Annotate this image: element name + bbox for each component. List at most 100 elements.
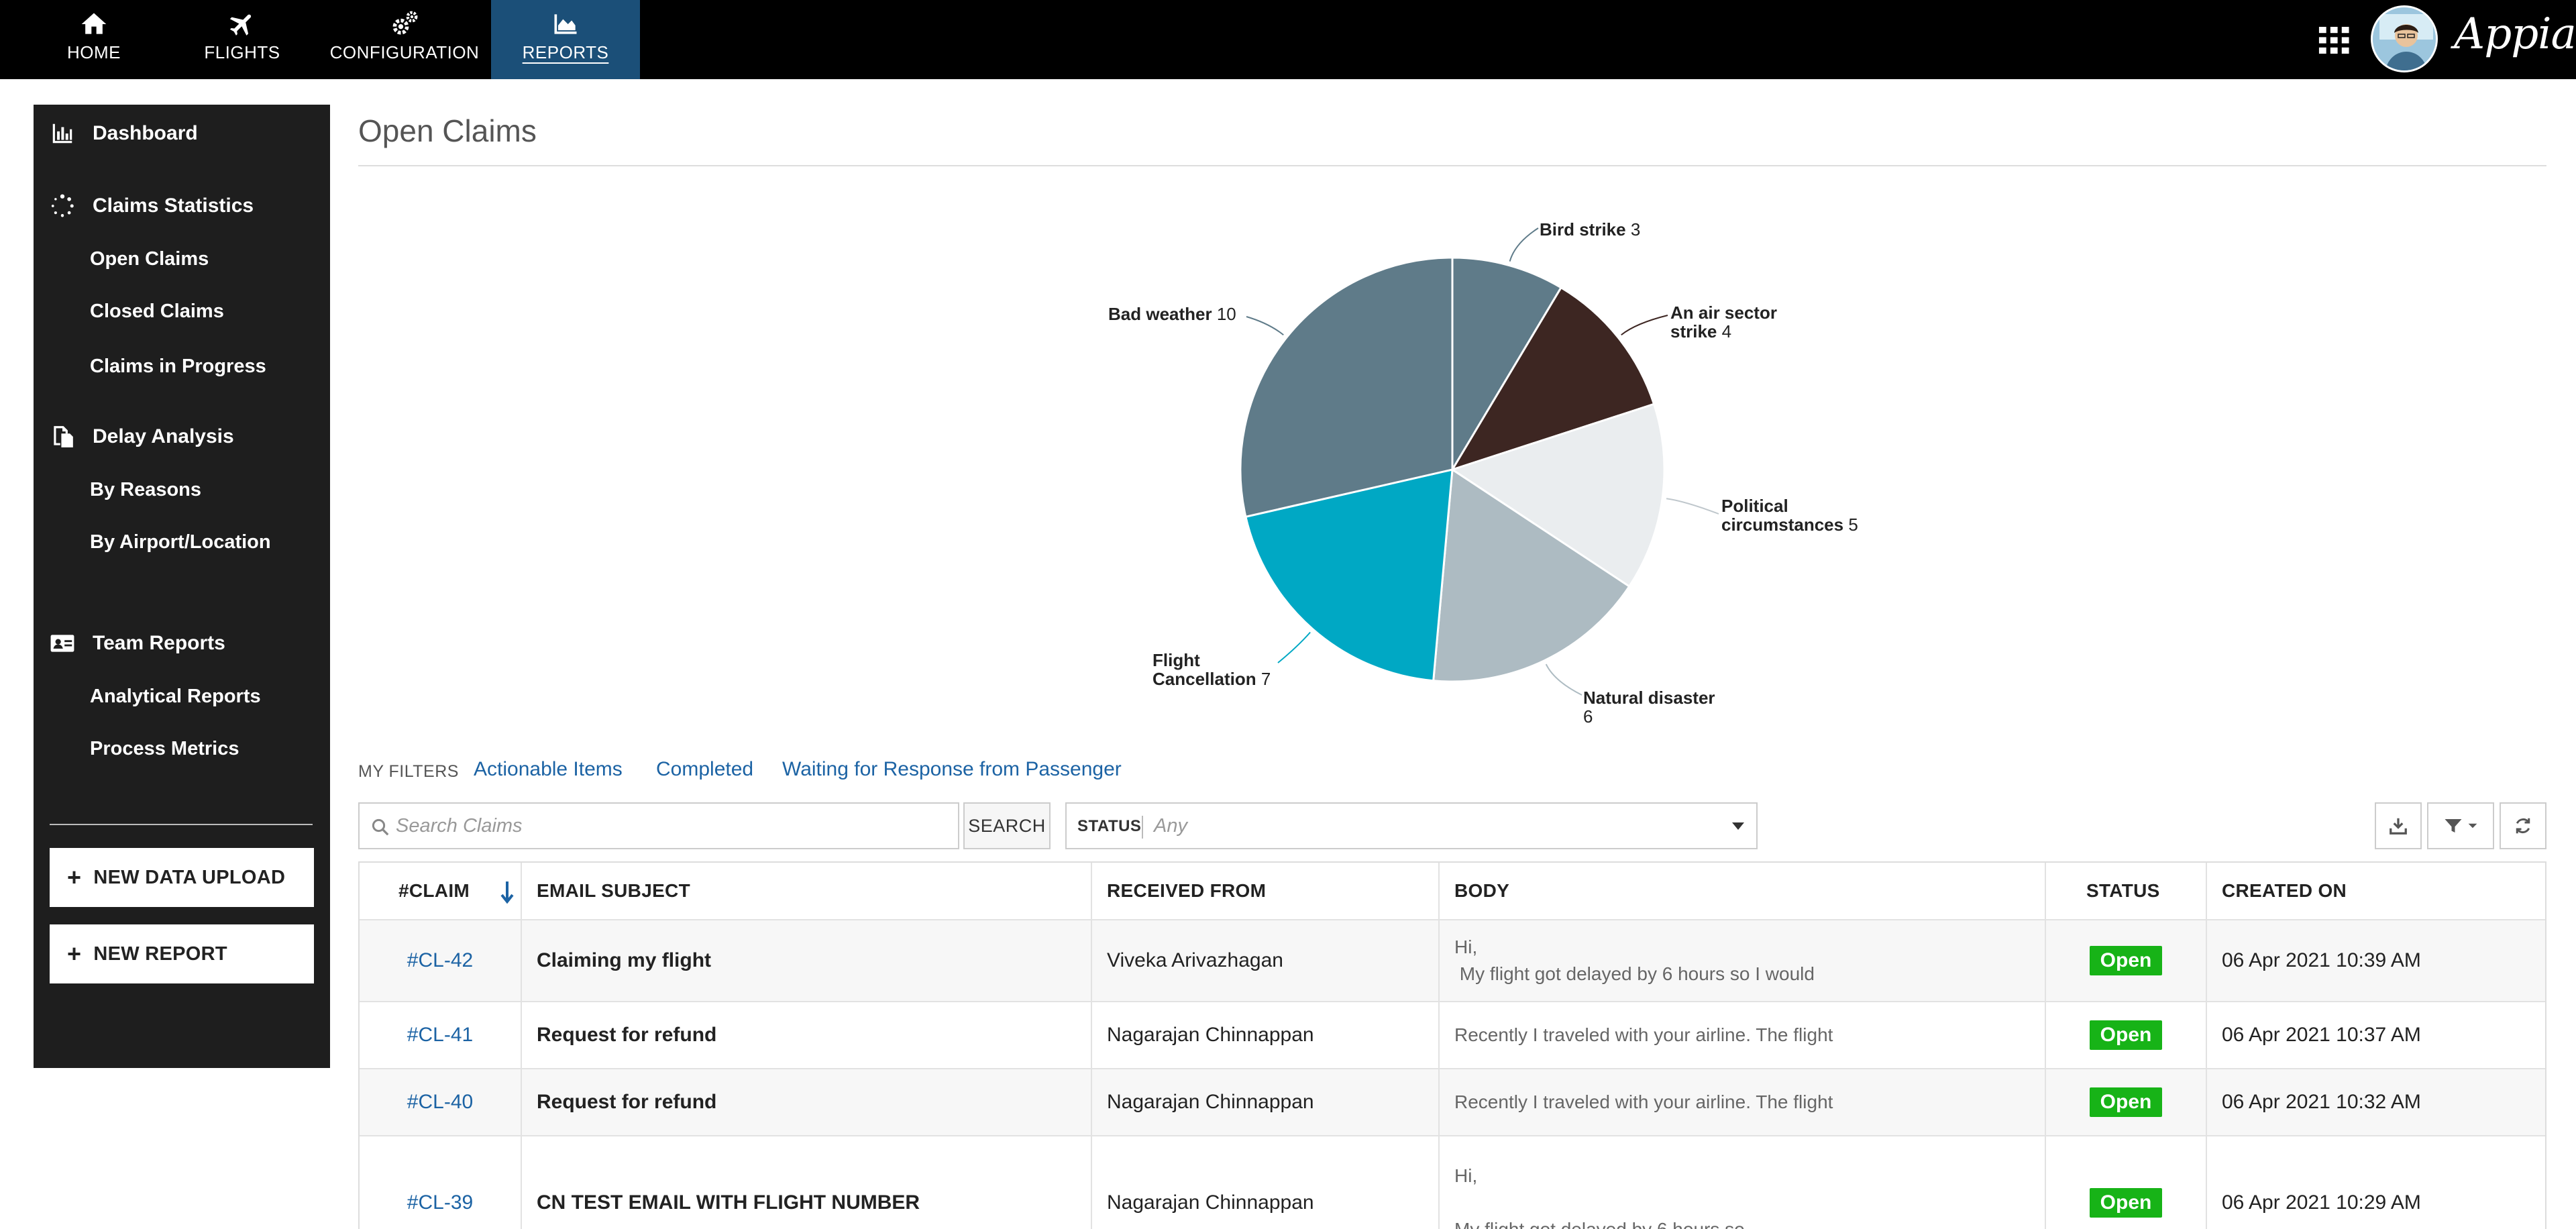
- pie-slice-label: Bad weather 10: [1108, 304, 1236, 324]
- status-cell: Open: [2046, 1069, 2207, 1135]
- sidebar-item-by-airport-location[interactable]: By Airport/Location: [90, 531, 271, 553]
- tab-home-label: HOME: [67, 42, 121, 62]
- user-avatar[interactable]: [2371, 5, 2438, 72]
- search-input[interactable]: [396, 809, 946, 843]
- airplane-icon: [229, 14, 252, 36]
- email-body-line: Recently I traveled with your airline. T…: [1454, 1024, 1833, 1045]
- column-header-email-subject[interactable]: EMAIL SUBJECT: [522, 863, 1092, 919]
- pie-slice[interactable]: [1450, 403, 1666, 588]
- sidebar-item-open-claims[interactable]: Open Claims: [90, 248, 209, 270]
- new-data-upload-button[interactable]: + NEW DATA UPLOAD: [50, 848, 314, 907]
- email-body: Recently I traveled with your airline. T…: [1440, 1002, 2046, 1068]
- search-icon: [372, 818, 389, 836]
- my-filters-label: MY FILTERS: [358, 762, 459, 781]
- home-icon: [81, 13, 107, 34]
- new-report-label: NEW REPORT: [93, 943, 227, 965]
- new-report-button[interactable]: + NEW REPORT: [50, 924, 314, 983]
- pie-leader-line: [1277, 631, 1311, 663]
- refresh-button[interactable]: [2500, 802, 2546, 849]
- user-avatar-icon: [2373, 7, 2436, 70]
- sidebar-item-analytical-reports[interactable]: Analytical Reports: [90, 686, 261, 707]
- sidebar-item-by-reasons[interactable]: By Reasons: [90, 479, 202, 500]
- search-field: [358, 802, 959, 849]
- email-body-line: My flight got delayed by 6 hours so I wo…: [1454, 963, 1815, 984]
- filter-actionable-items[interactable]: Actionable Items: [474, 758, 623, 780]
- pie-slice[interactable]: [1451, 256, 1563, 474]
- tab-configuration-label: CONFIGURATION: [329, 42, 480, 62]
- pie-slice[interactable]: [1244, 468, 1454, 682]
- status-cell: Open: [2046, 920, 2207, 1001]
- filter-completed[interactable]: Completed: [656, 758, 754, 780]
- status-dropdown-separator: [1142, 816, 1143, 839]
- status-dropdown[interactable]: STATUS Any: [1065, 802, 1758, 849]
- pie-leader-line: [1545, 663, 1582, 696]
- status-cell: Open: [2046, 1002, 2207, 1068]
- sidebar-item-claims-in-progress[interactable]: Claims in Progress: [90, 356, 266, 377]
- claim-link[interactable]: #CL-42: [360, 920, 522, 1001]
- email-body-line: Hi,: [1454, 937, 1478, 957]
- documents-icon: [54, 426, 73, 447]
- table-row[interactable]: #CL-40 Request for refund Nagarajan Chin…: [360, 1069, 2545, 1136]
- created-on: 06 Apr 2021 10:29 AM: [2222, 1191, 2421, 1214]
- page-title: Open Claims: [358, 113, 537, 148]
- sort-descending-icon[interactable]: [500, 880, 514, 904]
- sidebar-item-label: Team Reports: [93, 632, 225, 654]
- column-header-created-on[interactable]: CREATED ON: [2222, 880, 2347, 901]
- filter-icon: [2445, 819, 2462, 833]
- tab-configuration[interactable]: CONFIGURATION: [329, 0, 480, 79]
- app-grid-icon[interactable]: [2318, 27, 2351, 54]
- column-header-received-from[interactable]: RECEIVED FROM: [1092, 863, 1440, 919]
- pie-chart-canvas: [1239, 227, 1719, 696]
- sidebar-item-label: Dashboard: [93, 122, 198, 144]
- appian-logo[interactable]: Appian: [2454, 9, 2576, 59]
- search-button[interactable]: SEARCH: [963, 802, 1051, 849]
- claim-link[interactable]: #CL-39: [360, 1136, 522, 1229]
- email-body: Hi, My flight got delayed by 6 hours so: [1440, 1136, 2046, 1229]
- status-dropdown-value: Any: [1154, 815, 1187, 837]
- sidebar-divider: [50, 824, 313, 825]
- pie-slice-label: Flight Cancellation 7: [1152, 650, 1271, 689]
- column-header-claim[interactable]: #CLAIM: [360, 863, 522, 919]
- new-data-upload-label: NEW DATA UPLOAD: [93, 866, 286, 888]
- export-button[interactable]: [2375, 802, 2422, 849]
- pie-slice[interactable]: [1432, 468, 1631, 683]
- claim-link[interactable]: #CL-40: [360, 1069, 522, 1135]
- tab-flights[interactable]: FLIGHTS: [199, 0, 286, 79]
- plus-icon: +: [67, 940, 82, 967]
- table-header-row: #CLAIM EMAIL SUBJECT RECEIVED FROM BODY …: [360, 863, 2545, 920]
- pie-slice-label: Political circumstances 5: [1721, 496, 1858, 535]
- sidebar-item-process-metrics[interactable]: Process Metrics: [90, 738, 239, 759]
- table-row[interactable]: #CL-42 Claiming my flight Viveka Arivazh…: [360, 920, 2545, 1002]
- caret-down-icon: [1732, 822, 1744, 830]
- status-badge: Open: [2089, 946, 2163, 975]
- sidebar-item-label: Delay Analysis: [93, 425, 234, 447]
- column-header-status[interactable]: STATUS: [2046, 863, 2207, 919]
- pie-slice[interactable]: [1239, 256, 1454, 519]
- tab-reports[interactable]: REPORTS: [491, 0, 640, 79]
- email-subject: Request for refund: [522, 1069, 1092, 1135]
- sidebar-item-closed-claims[interactable]: Closed Claims: [90, 301, 224, 322]
- area-chart-icon: [554, 14, 577, 34]
- pie-leader-line: [1666, 498, 1719, 515]
- received-from: Nagarajan Chinnappan: [1092, 1002, 1440, 1068]
- pie-slice[interactable]: [1450, 286, 1656, 472]
- pie-chart: Bird strike 3 An air sector strike 4 Politi…: [1073, 201, 1945, 751]
- refresh-icon: [2516, 818, 2530, 834]
- tab-home[interactable]: HOME: [56, 0, 131, 79]
- email-body-line: Recently I traveled with your airline. T…: [1454, 1091, 1833, 1112]
- email-subject: Request for refund: [522, 1002, 1092, 1068]
- sidebar-item-label: Claims Statistics: [93, 195, 254, 217]
- table-row[interactable]: #CL-39 CN TEST EMAIL WITH FLIGHT NUMBER …: [360, 1136, 2545, 1229]
- claim-link[interactable]: #CL-41: [360, 1002, 522, 1068]
- table-row[interactable]: #CL-41 Request for refund Nagarajan Chin…: [360, 1002, 2545, 1069]
- filter-waiting-for-response[interactable]: Waiting for Response from Passenger: [782, 758, 1122, 780]
- status-badge: Open: [2089, 1020, 2163, 1050]
- title-divider: [358, 165, 2546, 166]
- pie-leader-line: [1509, 227, 1539, 262]
- chevron-down-icon: [2468, 823, 2477, 829]
- status-badge: Open: [2089, 1087, 2163, 1117]
- column-header-body[interactable]: BODY: [1440, 863, 2046, 919]
- created-on: 06 Apr 2021 10:32 AM: [2222, 1091, 2421, 1113]
- email-body-line: My flight got delayed by 6 hours so: [1454, 1216, 1745, 1229]
- filter-menu-button[interactable]: [2427, 802, 2494, 849]
